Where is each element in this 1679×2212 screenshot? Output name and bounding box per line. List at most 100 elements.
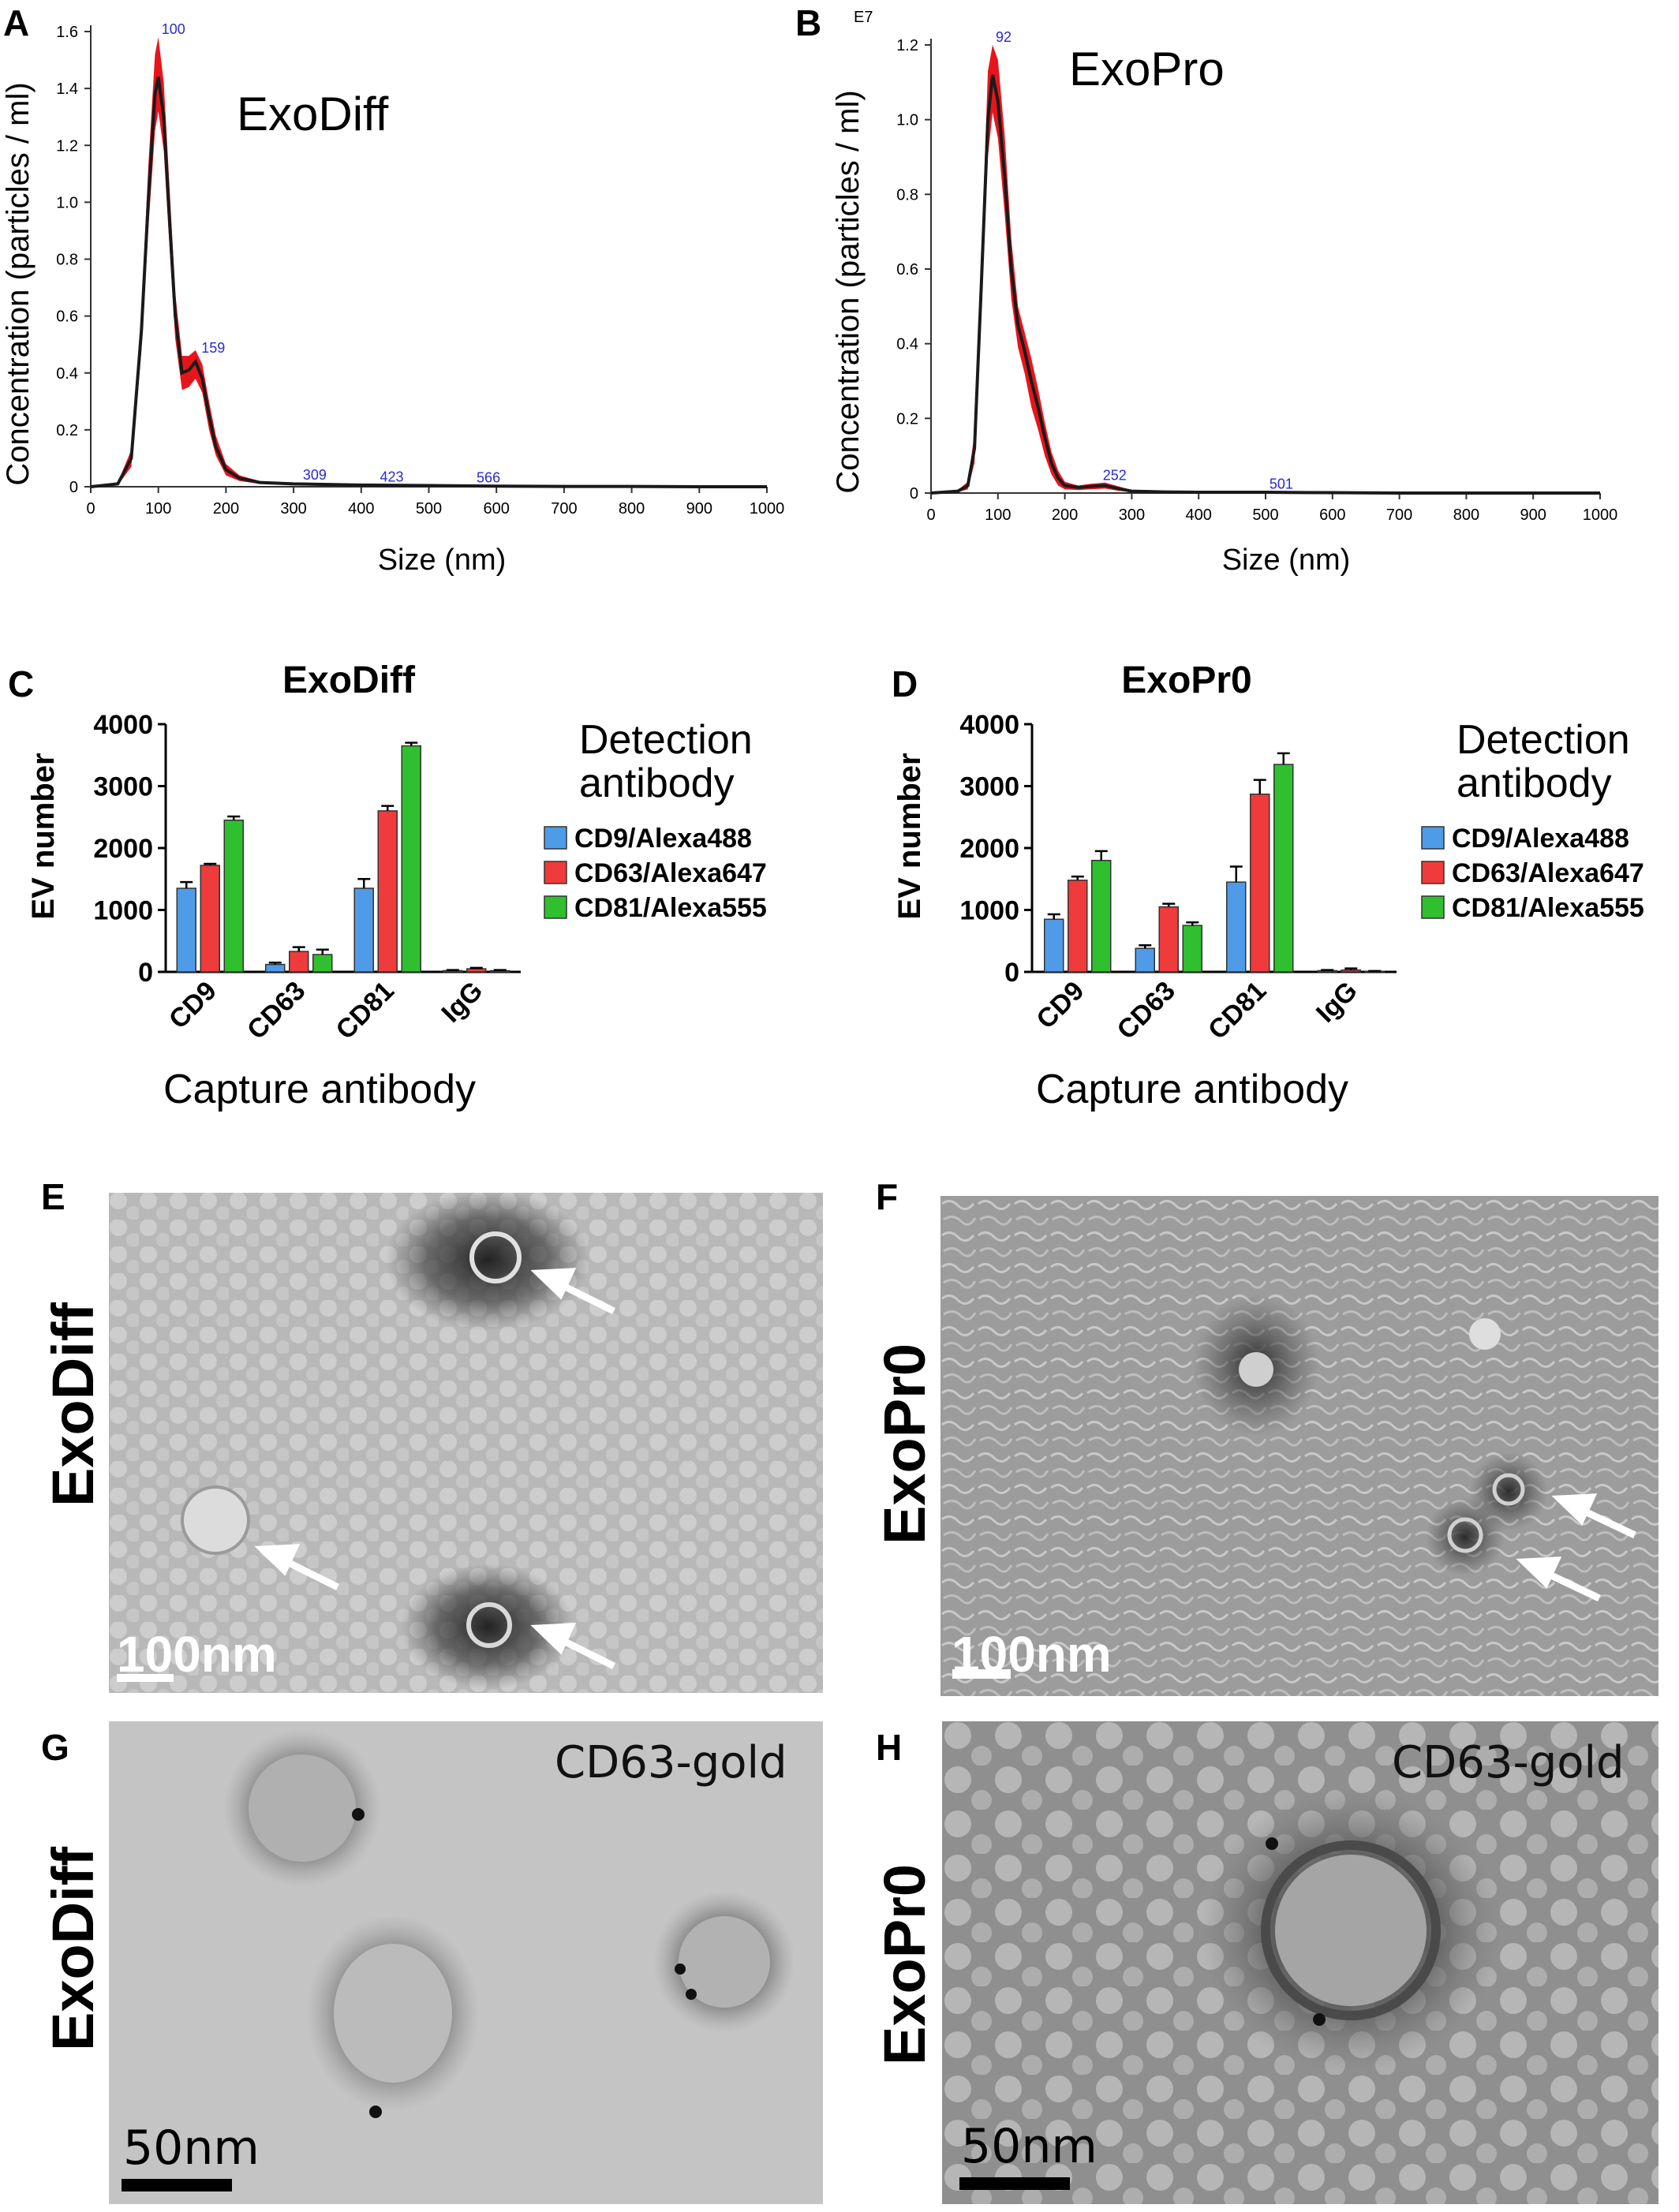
panel-label-b: B xyxy=(795,2,822,43)
bar-c-ytick-label: 3000 xyxy=(93,772,153,802)
bar-d-legend-title-1: Detection xyxy=(1457,717,1630,763)
bar-c-ytick-label: 4000 xyxy=(93,710,153,740)
nta-b-ylabel: Concentration (particles / ml) xyxy=(831,90,866,493)
nta-a-xtick-label: 200 xyxy=(213,500,239,518)
nta-b-peak-label: 252 xyxy=(1103,467,1127,483)
nta-b-xtick-label: 200 xyxy=(1052,506,1078,524)
nta-a-title: ExoDiff xyxy=(237,88,389,140)
bar-c-ylabel: EV number xyxy=(26,753,61,919)
bar-c-legend-label: CD81/Alexa555 xyxy=(574,893,767,923)
bar-c-ytick-label: 2000 xyxy=(93,834,153,864)
bar-c-category-label: CD81 xyxy=(331,976,400,1045)
nta-b-xlabel: Size (nm) xyxy=(1222,544,1351,577)
nta-b-ytick-label: 0.6 xyxy=(896,261,918,278)
bar-d-category-label: CD9 xyxy=(1030,976,1090,1035)
nta-a-xtick-label: 400 xyxy=(348,500,374,518)
bar-chart-c: ExoDiff EV number Capture antibody Detec… xyxy=(26,659,767,1112)
panel-label-f: F xyxy=(876,1176,899,1217)
bar-d-legend-swatch xyxy=(1421,861,1445,884)
bar-d-ylabel: EV number xyxy=(892,753,927,919)
nta-a-ytick-label: 0.6 xyxy=(56,308,78,326)
em-f-micrograph xyxy=(940,1196,1658,1696)
bar-d-legend-swatch xyxy=(1421,895,1445,919)
bar-c-legend-swatch xyxy=(544,861,567,884)
bar-c-xlabel: Capture antibody xyxy=(163,1067,476,1112)
bar-c-bar xyxy=(223,819,244,973)
bar-c-legend-title-2: antibody xyxy=(579,760,735,806)
bar-c-legend-title-1: Detection xyxy=(579,717,753,763)
bar-c-bar xyxy=(265,963,286,973)
nta-a-peak-label: 423 xyxy=(380,469,404,484)
em-e-micrograph xyxy=(109,1193,823,1693)
nta-a-mean-line xyxy=(90,77,767,488)
nta-a-xtick-label: 800 xyxy=(619,500,645,518)
bar-c-category-label: IgG xyxy=(436,976,488,1029)
bar-d-category-label: IgG xyxy=(1311,976,1363,1029)
nta-a-xtick-label: 1000 xyxy=(750,500,785,518)
panel-label-g: G xyxy=(41,1727,69,1768)
bar-d-ytick-label: 4000 xyxy=(959,710,1019,740)
bar-d-legend-title-2: antibody xyxy=(1457,760,1612,806)
nta-a-ytick-label: 1.4 xyxy=(56,80,78,98)
bar-c-title: ExoDiff xyxy=(282,659,416,701)
bar-d-legend-swatch xyxy=(1421,826,1445,850)
bar-d-category-label: CD63 xyxy=(1112,976,1181,1045)
bar-chart-d: ExoPr0 EV number Capture antibody Detect… xyxy=(892,659,1644,1112)
em-h-scale-label: 50nm xyxy=(961,2119,1098,2174)
panel-label-a: A xyxy=(3,2,30,43)
bar-c-legend-swatch xyxy=(544,895,567,919)
bar-d-ytick-label: 1000 xyxy=(959,896,1019,926)
nta-b-xtick-label: 400 xyxy=(1186,506,1212,524)
bar-c-category-label: CD63 xyxy=(241,976,311,1045)
nta-b-mean-line xyxy=(930,74,1600,495)
em-e-side-label: ExoDiff xyxy=(40,1302,106,1507)
bar-d-bar xyxy=(1341,969,1361,973)
nta-b-xtick-label: 100 xyxy=(985,506,1011,524)
em-h-side-label: ExoPr0 xyxy=(872,1863,937,2065)
em-image-g: CD63-gold 50nm xyxy=(109,1721,823,2204)
bar-c-bar xyxy=(176,887,196,973)
nta-a-xlabel: Size (nm) xyxy=(378,544,507,577)
nta-a-xtick-label: 500 xyxy=(416,500,442,518)
nta-b-ytick-label: 1.2 xyxy=(896,37,918,54)
em-e-scale-label: 100nm xyxy=(117,1626,277,1683)
nta-b-ytick-label: 0 xyxy=(910,485,918,503)
nta-b-xtick-label: 0 xyxy=(926,506,935,524)
bar-c-ytick-label: 0 xyxy=(138,958,153,988)
nta-b-ytick-label: 0.2 xyxy=(896,410,918,428)
bar-d-bar xyxy=(1182,925,1202,973)
nta-b-xtick-label: 500 xyxy=(1252,506,1278,524)
nta-b-xtick-label: 600 xyxy=(1319,506,1345,524)
nta-a-error-band xyxy=(91,37,767,487)
nta-chart-b: E7 ExoPro Concentration (particles / ml)… xyxy=(831,9,1617,577)
panel-label-c: C xyxy=(8,663,35,704)
nta-a-ylabel: Concentration (particles / ml) xyxy=(1,82,36,485)
bar-c-ytick-label: 1000 xyxy=(93,896,153,926)
bar-d-xlabel: Capture antibody xyxy=(1036,1067,1348,1112)
bar-d-bar xyxy=(1273,764,1294,973)
bar-d-bar xyxy=(1158,906,1179,973)
nta-a-ytick-label: 1.0 xyxy=(56,194,78,211)
nta-a-peak-label: 309 xyxy=(303,467,327,483)
panel-label-h: H xyxy=(876,1727,903,1768)
bar-d-legend-label: CD63/Alexa647 xyxy=(1452,858,1644,888)
bar-c-bar xyxy=(353,887,374,973)
em-g-micrograph xyxy=(109,1721,823,2204)
panel-label-e: E xyxy=(41,1176,65,1217)
bar-d-bar xyxy=(1044,918,1064,973)
nta-b-exponent: E7 xyxy=(854,9,873,26)
em-f-scale-label: 100nm xyxy=(952,1626,1112,1683)
nta-a-ytick-label: 0.4 xyxy=(56,365,78,383)
bar-c-bar xyxy=(289,951,309,973)
bar-d-legend-label: CD81/Alexa555 xyxy=(1452,893,1644,923)
nta-b-xtick-label: 900 xyxy=(1520,506,1546,524)
bar-d-category-label: CD81 xyxy=(1202,976,1272,1045)
nta-a-peak-label: 566 xyxy=(477,470,500,486)
nta-a-peak-label: 159 xyxy=(201,340,225,356)
bar-d-legend-label: CD9/Alexa488 xyxy=(1452,824,1629,854)
bar-d-bar xyxy=(1226,881,1247,973)
em-g-stain-label: CD63-gold xyxy=(555,1737,787,1788)
nta-a-xtick-label: 900 xyxy=(686,500,712,518)
nta-a-peak-label: 100 xyxy=(162,21,185,37)
bar-c-legend-label: CD63/Alexa647 xyxy=(574,858,767,888)
